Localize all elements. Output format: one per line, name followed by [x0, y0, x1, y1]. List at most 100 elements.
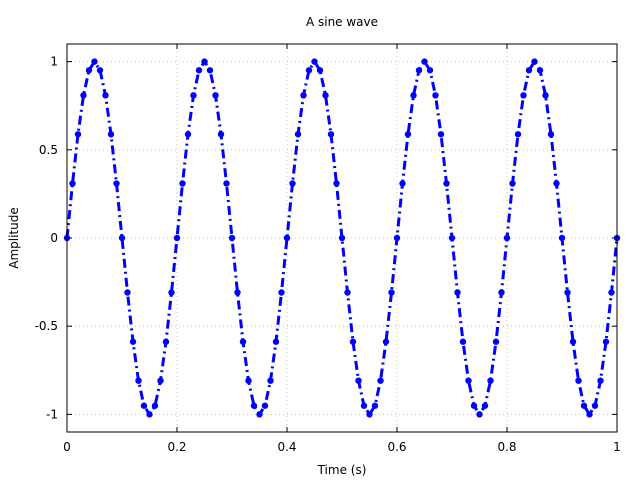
data-point: [465, 377, 472, 384]
data-point: [410, 92, 417, 99]
data-point: [525, 67, 533, 74]
data-point: [487, 377, 494, 384]
series-layer: [63, 58, 621, 418]
data-point: [355, 377, 362, 384]
data-point: [234, 289, 241, 296]
data-point: [536, 67, 544, 74]
data-point: [294, 131, 302, 138]
data-point: [140, 402, 148, 409]
data-point: [366, 411, 373, 418]
x-axis-title: Time (s): [317, 463, 367, 477]
data-point: [459, 338, 467, 345]
x-tick-label: 0.6: [387, 440, 406, 454]
data-point: [129, 338, 137, 345]
data-point: [289, 180, 296, 187]
data-point: [338, 234, 346, 242]
y-tick-label: -0.5: [35, 319, 58, 333]
data-point: [124, 289, 131, 296]
data-point: [564, 289, 571, 296]
data-point: [107, 131, 115, 138]
data-point: [531, 58, 538, 65]
y-tick-label: 0.5: [39, 143, 58, 157]
x-tick-label: 0.8: [497, 440, 516, 454]
data-point: [388, 289, 395, 296]
tick-labels: 0 0.2 0.4 0.6 0.8 1 -1 -0.5 0 0.5 1: [35, 55, 621, 454]
data-point: [586, 411, 593, 418]
data-point: [498, 289, 505, 296]
data-point: [399, 180, 406, 187]
y-tick-label: 1: [50, 55, 58, 69]
plot-frame: [66, 43, 618, 433]
data-point: [305, 67, 313, 74]
data-point: [421, 58, 428, 65]
data-point: [569, 338, 577, 345]
data-point: [80, 92, 87, 99]
data-point: [316, 67, 324, 74]
x-tick-label: 0: [63, 440, 71, 454]
data-point: [333, 180, 340, 187]
data-point: [432, 92, 439, 99]
data-point: [377, 377, 384, 384]
data-point: [245, 377, 252, 384]
data-point: [267, 377, 274, 384]
data-point: [96, 67, 104, 74]
data-point: [547, 131, 555, 138]
data-point: [503, 234, 511, 242]
data-point: [118, 234, 126, 242]
x-tick-label: 1: [613, 440, 621, 454]
y-tick-label: 0: [50, 231, 58, 245]
data-point: [558, 234, 566, 242]
y-tick-label: -1: [46, 407, 58, 421]
data-point: [195, 67, 203, 74]
data-point: [520, 92, 527, 99]
data-point: [74, 131, 82, 138]
data-point: [542, 92, 549, 99]
data-point: [608, 289, 615, 296]
data-point: [300, 92, 307, 99]
y-axis-title: Amplitude: [7, 207, 21, 269]
data-point: [344, 289, 351, 296]
data-point: [327, 131, 335, 138]
data-point: [437, 131, 445, 138]
chart-title: A sine wave: [306, 15, 378, 29]
data-point: [239, 338, 247, 345]
data-point: [492, 338, 500, 345]
data-point: [448, 234, 456, 242]
data-point: [146, 411, 153, 418]
data-point: [212, 92, 219, 99]
data-point: [514, 131, 522, 138]
data-point: [168, 289, 175, 296]
data-point: [360, 402, 368, 409]
data-point: [278, 289, 285, 296]
data-point: [261, 402, 269, 409]
data-point: [223, 180, 230, 187]
data-point: [415, 67, 423, 74]
data-point: [580, 402, 588, 409]
data-point: [476, 411, 483, 418]
data-point: [91, 58, 98, 65]
data-point: [179, 180, 186, 187]
x-tick-label: 0.4: [277, 440, 296, 454]
data-point: [184, 131, 192, 138]
data-point: [371, 402, 379, 409]
data-point: [85, 67, 93, 74]
data-point: [256, 411, 263, 418]
data-point: [393, 234, 401, 242]
data-point: [349, 338, 357, 345]
data-point: [190, 92, 197, 99]
data-point: [470, 402, 478, 409]
series-line: [65, 60, 619, 416]
data-point: [135, 377, 142, 384]
data-point: [404, 131, 412, 138]
data-point: [454, 289, 461, 296]
data-point: [591, 402, 599, 409]
data-point: [69, 180, 76, 187]
data-point: [250, 402, 258, 409]
data-point: [217, 131, 225, 138]
data-point: [201, 58, 208, 65]
data-point: [173, 234, 181, 242]
data-point: [322, 92, 329, 99]
data-point: [283, 234, 291, 242]
data-point: [157, 377, 164, 384]
